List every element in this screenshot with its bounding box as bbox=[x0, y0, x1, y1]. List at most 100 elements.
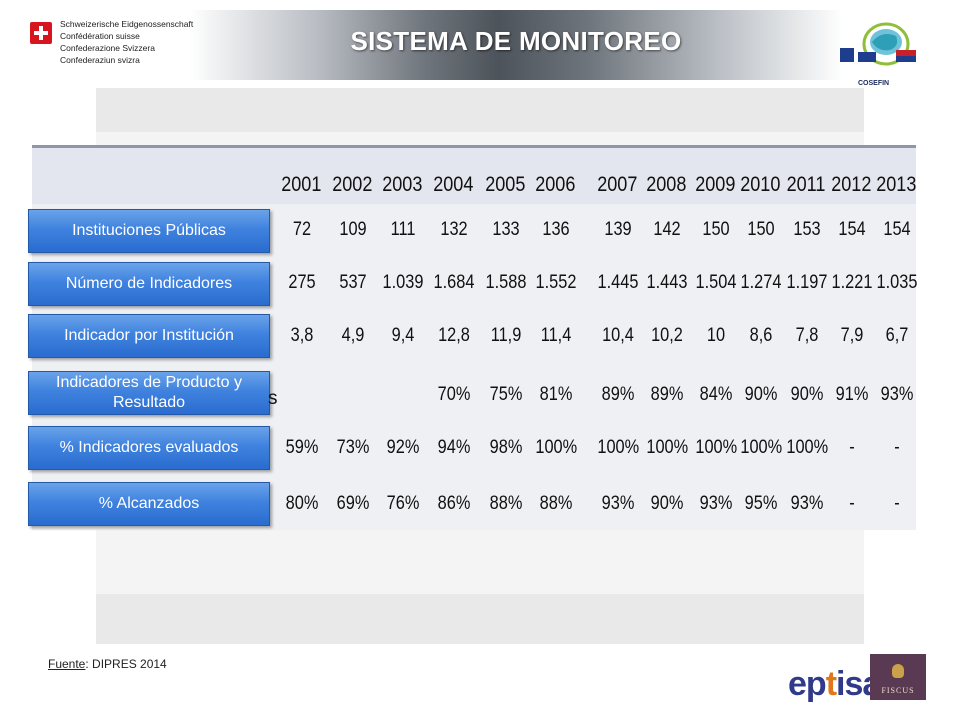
table-cell: 81% bbox=[539, 384, 573, 405]
fiscus-emblem-icon bbox=[892, 664, 904, 678]
year-2010: 2010 bbox=[740, 173, 781, 196]
truncated-label-suffix: s bbox=[268, 388, 278, 409]
table-cell: 150 bbox=[747, 219, 775, 240]
indicadores-evaluados-button[interactable]: % Indicadores evaluados bbox=[28, 426, 270, 470]
source-text: : DIPRES 2014 bbox=[85, 657, 167, 671]
table-cell: 10,4 bbox=[602, 325, 634, 346]
table-cell: 73% bbox=[336, 437, 370, 458]
fiscus-logo: FISCUS bbox=[870, 654, 926, 700]
table-cell: 8,6 bbox=[749, 325, 773, 346]
cosefin-logo-icon bbox=[840, 22, 916, 66]
year-2012: 2012 bbox=[831, 173, 872, 196]
table-cell: 100% bbox=[535, 437, 578, 458]
cosefin-label: COSEFIN bbox=[858, 80, 890, 87]
table-cell: 1.552 bbox=[535, 272, 577, 293]
table-cell: 133 bbox=[492, 219, 520, 240]
table-cell: 93% bbox=[601, 493, 635, 514]
table-cell: 1.197 bbox=[786, 272, 828, 293]
table-cell: 1.221 bbox=[831, 272, 873, 293]
instituciones-publicas-button[interactable]: Instituciones Públicas bbox=[28, 209, 270, 253]
table-cell: 10,2 bbox=[651, 325, 683, 346]
table-cell: 88% bbox=[489, 493, 523, 514]
source-note: Fuente: DIPRES 2014 bbox=[48, 657, 167, 671]
table-cell: 139 bbox=[604, 219, 632, 240]
table-cell: 1.443 bbox=[646, 272, 688, 293]
table-cell: 92% bbox=[386, 437, 420, 458]
table-cell: 150 bbox=[702, 219, 730, 240]
table-cell: 100% bbox=[646, 437, 689, 458]
year-2009: 2009 bbox=[695, 173, 736, 196]
year-2005: 2005 bbox=[485, 173, 526, 196]
year-2001: 2001 bbox=[281, 173, 322, 196]
table-cell: 59% bbox=[285, 437, 319, 458]
swiss-line-4: Confederaziun svizra bbox=[60, 55, 140, 65]
indicador-por-institucion-button[interactable]: Indicador por Institución bbox=[28, 314, 270, 358]
indicadores-producto-resultado-button[interactable]: Indicadores de Producto y Resultado bbox=[28, 371, 270, 415]
table-cell: 70% bbox=[437, 384, 471, 405]
table-cell: 6,7 bbox=[885, 325, 909, 346]
table-cell: 12,8 bbox=[438, 325, 470, 346]
table-cell: 1.684 bbox=[433, 272, 475, 293]
table-cell: 69% bbox=[336, 493, 370, 514]
table-cell: 11,4 bbox=[540, 325, 572, 346]
year-2013: 2013 bbox=[876, 173, 917, 196]
table-cell: 98% bbox=[489, 437, 523, 458]
year-2008: 2008 bbox=[646, 173, 687, 196]
table-cell: 90% bbox=[650, 493, 684, 514]
table-cell: 132 bbox=[440, 219, 468, 240]
table-cell: 95% bbox=[744, 493, 778, 514]
table-cell: 86% bbox=[437, 493, 471, 514]
table-cell: - bbox=[849, 493, 855, 514]
table-cell: 1.504 bbox=[695, 272, 737, 293]
year-2006: 2006 bbox=[535, 173, 576, 196]
swiss-line-2: Confédération suisse bbox=[60, 31, 140, 41]
table-cell: 111 bbox=[390, 219, 416, 240]
table-cell: 100% bbox=[597, 437, 640, 458]
swiss-confederation-text: Schweizerische Eidgenossenschaft Confédé… bbox=[60, 18, 193, 66]
table-cell: 88% bbox=[539, 493, 573, 514]
table-cell: - bbox=[894, 493, 900, 514]
numero-indicadores-button[interactable]: Número de Indicadores bbox=[28, 262, 270, 306]
header-banner: Schweizerische Eidgenossenschaft Confédé… bbox=[26, 10, 934, 87]
year-2004: 2004 bbox=[433, 173, 474, 196]
table-cell: 154 bbox=[838, 219, 866, 240]
table-cell: 93% bbox=[699, 493, 733, 514]
table-cell: 100% bbox=[695, 437, 738, 458]
table-cell: 109 bbox=[339, 219, 367, 240]
table-cell: 90% bbox=[744, 384, 778, 405]
table-cell: 275 bbox=[288, 272, 316, 293]
table-cell: 1.035 bbox=[876, 272, 918, 293]
table-cell: 93% bbox=[880, 384, 914, 405]
table-cell: 7,8 bbox=[795, 325, 819, 346]
table-cell: 1.274 bbox=[740, 272, 782, 293]
table-cell: 142 bbox=[653, 219, 681, 240]
swiss-line-1: Schweizerische Eidgenossenschaft bbox=[60, 19, 194, 29]
table-cell: 1.588 bbox=[485, 272, 527, 293]
table-cell: 80% bbox=[285, 493, 319, 514]
table-cell: 89% bbox=[601, 384, 635, 405]
table-cell: 93% bbox=[790, 493, 824, 514]
table-cell: 91% bbox=[835, 384, 869, 405]
table-header bbox=[32, 145, 916, 204]
table-cell: 94% bbox=[437, 437, 471, 458]
table-cell: 136 bbox=[542, 219, 570, 240]
table-cell: 75% bbox=[489, 384, 523, 405]
swiss-flag-icon bbox=[30, 22, 52, 44]
alcanzados-button[interactable]: % Alcanzados bbox=[28, 482, 270, 526]
table-cell: 11,9 bbox=[490, 325, 522, 346]
table-cell: - bbox=[894, 437, 900, 458]
year-2003: 2003 bbox=[382, 173, 423, 196]
swiss-line-3: Confederazione Svizzera bbox=[60, 43, 155, 53]
table-cell: 154 bbox=[883, 219, 911, 240]
year-2007: 2007 bbox=[597, 173, 638, 196]
table-cell: 1.039 bbox=[382, 272, 424, 293]
table-cell: 76% bbox=[386, 493, 420, 514]
table-cell: 100% bbox=[786, 437, 829, 458]
table-cell: 1.445 bbox=[597, 272, 639, 293]
table-cell: 100% bbox=[740, 437, 783, 458]
table-cell: 84% bbox=[699, 384, 733, 405]
source-label: Fuente bbox=[48, 657, 86, 671]
table-cell: 72 bbox=[292, 219, 312, 240]
table-cell: 4,9 bbox=[341, 325, 365, 346]
page-title: SISTEMA DE MONITOREO bbox=[350, 26, 682, 56]
